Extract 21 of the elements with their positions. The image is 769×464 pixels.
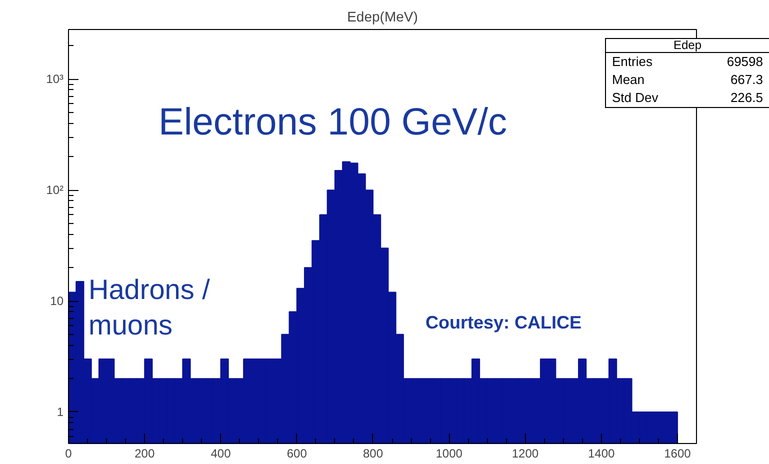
x-tick-label: 600 — [286, 446, 308, 460]
x-tick-label: 1400 — [588, 446, 616, 460]
text: Entries 69598 — [612, 54, 763, 69]
y-tick-label: 10³ — [46, 72, 64, 86]
annotation: Edep — [606, 38, 769, 53]
annotation: Courtesy: CALICE — [426, 312, 582, 332]
y-tick-label: 1 — [56, 404, 64, 419]
y-tick-label: 10 — [50, 294, 64, 308]
chart-title: Edep(MeV) — [347, 8, 418, 24]
y-tick-label: 10² — [46, 183, 64, 198]
x-tick-label: 400 — [210, 446, 232, 460]
text: Mean 667.3 — [612, 72, 763, 87]
x-tick-label: 1200 — [512, 446, 539, 460]
annotation: Hadrons / muons — [88, 274, 210, 340]
x-tick-label: 1000 — [436, 446, 463, 460]
x-tick-label: 200 — [134, 446, 155, 460]
x-tick-label: 800 — [362, 446, 384, 460]
text: Std Dev 226.5 — [612, 90, 763, 105]
annotation: Electrons 100 GeV/c — [158, 102, 508, 144]
x-tick-label: 0 — [65, 446, 72, 460]
x-tick-label: 1600 — [664, 446, 692, 460]
